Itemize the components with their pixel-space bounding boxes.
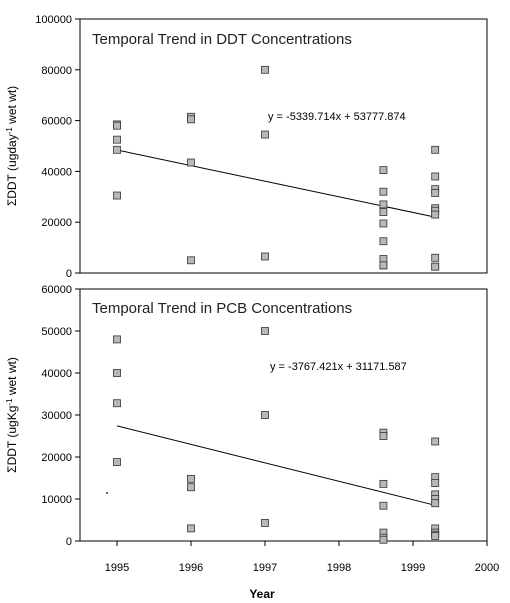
ddt-data-point — [431, 210, 440, 219]
ddt-data-point — [431, 253, 440, 262]
ddt-plot-frame — [79, 18, 488, 274]
pcb-y-tick-label: 0 — [66, 536, 72, 548]
ddt-data-point — [379, 237, 388, 246]
pcb-data-point — [113, 369, 121, 377]
pcb-regression-equation: y = -3767.421x + 31171.587 — [270, 361, 407, 373]
pcb-data-points — [113, 327, 440, 544]
ddt-data-point — [379, 166, 388, 175]
ddt-data-point — [113, 135, 121, 144]
pcb-trend-line-group — [116, 425, 436, 506]
ddt-data-point — [261, 130, 269, 139]
ddt-data-point — [261, 65, 269, 74]
ddt-data-point — [113, 191, 121, 200]
x-axis-label: Year — [249, 587, 275, 601]
ddt-data-point — [187, 115, 195, 124]
ddt-chart-title: Temporal Trend in DDT Concentrations — [92, 31, 352, 48]
pcb-panel: Temporal Trend in PCB Concentrations y =… — [5, 284, 488, 548]
pcb-data-point — [261, 519, 269, 527]
pcb-data-point — [431, 479, 440, 487]
pcb-data-point — [113, 399, 121, 408]
pcb-y-label-sup: -1 — [5, 398, 14, 406]
x-tick-label: 1998 — [327, 562, 351, 574]
pcb-y-tick-label: 40000 — [41, 368, 72, 380]
pcb-data-point — [187, 524, 195, 533]
ddt-data-point — [187, 256, 195, 265]
ddt-data-points — [113, 65, 440, 271]
ddt-y-axis-ticks: 0 20000 40000 60000 80000 100000 — [35, 14, 80, 280]
ddt-y-label-main: ΣDDT (ugday — [5, 134, 19, 206]
pcb-data-point — [261, 411, 269, 419]
ddt-data-point — [431, 189, 440, 197]
x-axis-ticks: 1995 1996 1997 1998 1999 2000 — [105, 541, 499, 574]
pcb-data-point — [187, 474, 195, 483]
pcb-data-point — [379, 535, 388, 544]
ddt-trend-line — [116, 149, 436, 218]
pcb-data-point — [379, 479, 388, 488]
pcb-data-point — [431, 499, 440, 508]
ddt-y-tick-label: 80000 — [41, 65, 72, 77]
x-tick-label: 1999 — [401, 562, 425, 574]
ddt-data-point — [113, 145, 121, 154]
ddt-y-tick-label: 0 — [66, 268, 72, 280]
pcb-chart-title: Temporal Trend in PCB Concentrations — [92, 300, 352, 317]
stray-dot — [106, 492, 108, 494]
pcb-data-point — [261, 327, 269, 335]
ddt-y-tick-label: 40000 — [41, 166, 72, 178]
x-tick-label: 1995 — [105, 562, 129, 574]
ddt-data-point — [431, 262, 440, 271]
ddt-data-point — [431, 145, 440, 154]
pcb-y-tick-label: 60000 — [41, 284, 72, 296]
ddt-data-point — [113, 121, 121, 130]
pcb-data-point — [379, 432, 388, 440]
pcb-data-point — [431, 437, 440, 446]
x-tick-label: 1996 — [179, 562, 203, 574]
pcb-y-label-main: ΣDDT (ugKg — [5, 406, 19, 473]
x-tick-label: 1997 — [253, 562, 277, 574]
pcb-data-point — [431, 532, 440, 540]
pcb-y-label-tail: wet wt) — [5, 357, 19, 398]
ddt-regression-equation: y = -5339.714x + 53777.874 — [268, 111, 406, 123]
pcb-trend-line — [116, 425, 436, 506]
ddt-y-tick-label: 20000 — [41, 217, 72, 229]
pcb-data-point — [113, 458, 121, 466]
ddt-y-tick-label: 100000 — [35, 14, 72, 26]
pcb-y-tick-label: 10000 — [41, 494, 72, 506]
pcb-y-tick-label: 50000 — [41, 326, 72, 338]
ddt-y-tick-label: 60000 — [41, 116, 72, 128]
ddt-data-point — [379, 261, 388, 270]
pcb-data-point — [187, 483, 195, 492]
ddt-y-label-tail: wet wt) — [5, 86, 19, 127]
ddt-data-point — [379, 208, 388, 216]
ddt-data-point — [379, 200, 388, 209]
pcb-y-tick-label: 20000 — [41, 452, 72, 464]
pcb-y-tick-label: 30000 — [41, 410, 72, 422]
ddt-data-point — [187, 158, 195, 167]
ddt-panel: Temporal Trend in DDT Concentrations y =… — [5, 14, 488, 280]
ddt-y-axis-label: ΣDDT (ugday-1 wet wt) — [5, 86, 19, 206]
pcb-y-axis-label: ΣDDT (ugKg-1 wet wt) — [5, 357, 19, 473]
ddt-data-point — [379, 187, 388, 196]
ddt-data-point — [431, 172, 440, 181]
ddt-data-point — [261, 252, 269, 261]
x-tick-label: 2000 — [475, 562, 499, 574]
ddt-trend-line-group — [116, 149, 436, 218]
ddt-data-point — [379, 219, 388, 228]
pcb-y-axis-ticks: 0 10000 20000 30000 40000 50000 60000 — [41, 284, 80, 548]
pcb-data-point — [379, 501, 388, 510]
pcb-data-point — [113, 335, 121, 344]
ddt-y-label-sup: -1 — [5, 127, 14, 135]
